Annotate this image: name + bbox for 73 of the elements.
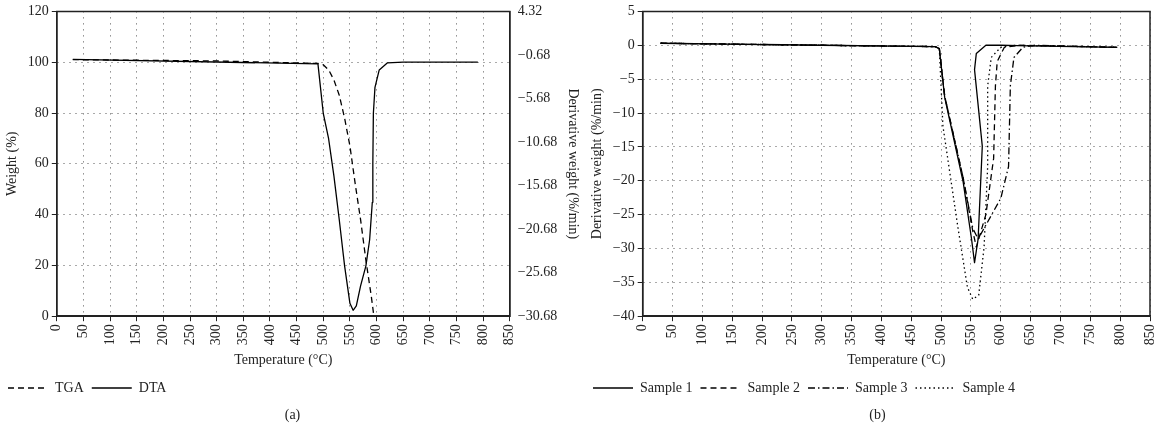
x-tick-label: 500 (314, 324, 330, 346)
y-tick-label: −30 (612, 240, 635, 256)
y-axis-title: Weight (%) (4, 131, 21, 197)
x-tick-label: 700 (421, 324, 437, 346)
y-tick-label: −25 (612, 206, 635, 222)
x-tick-label: 250 (181, 324, 197, 346)
x-tick-label: 800 (474, 324, 490, 346)
y-tick-label: 60 (34, 155, 49, 171)
y-tick-label: 100 (27, 53, 49, 69)
y-tick-label: 40 (34, 206, 49, 222)
x-tick-label: 250 (783, 324, 799, 346)
x-tick-label: 100 (101, 324, 117, 346)
text: (a) (283, 407, 302, 423)
x-tick-label: 450 (288, 324, 304, 346)
y2-axis-title: Derivative weight (%/min) (564, 88, 581, 240)
y-tick-label: −35 (612, 274, 635, 290)
x-tick-label: 500 (932, 324, 948, 346)
x-tick-label: 0 (634, 324, 650, 332)
y-tick-label: −5 (619, 70, 635, 86)
x-tick-label: 350 (843, 324, 859, 346)
x-tick-label: 300 (813, 324, 829, 346)
x-tick-label: 700 (1052, 324, 1068, 346)
y-tick-label: −40 (612, 307, 635, 323)
x-tick-label: 350 (235, 324, 250, 346)
x-tick-label: 300 (208, 324, 224, 346)
x-axis-title: Temperature (°C) (847, 352, 946, 369)
x-tick-label: 150 (723, 324, 739, 346)
x-axis-title: Temperature (°C) (234, 352, 333, 369)
y-tick-label: 80 (34, 104, 49, 120)
legend-label: Sample 1 (640, 379, 693, 395)
x-tick-label: 600 (368, 324, 384, 346)
x-tick-label: 400 (261, 324, 277, 346)
x-tick-label: 800 (1111, 324, 1127, 346)
x-tick-label: 750 (448, 324, 464, 346)
y-tick-label: −15 (612, 138, 635, 154)
x-tick-label: 650 (394, 324, 410, 346)
legend-label: Sample 2 (747, 379, 800, 395)
x-tick-label: 150 (128, 324, 144, 346)
legend-label: Sample 4 (962, 379, 1015, 395)
y-tick-label: 0 (627, 36, 635, 52)
x-tick-label: 600 (992, 324, 1008, 346)
legend-label: TGA (55, 379, 85, 395)
x-tick-label: 850 (501, 324, 517, 346)
y-tick-label: −10 (612, 104, 635, 120)
x-tick-label: 400 (873, 324, 889, 346)
y-tick-label: −20 (612, 172, 635, 188)
y2-tick-label: 4.32 (517, 3, 543, 19)
y2-tick-label: −0.68 (517, 46, 551, 62)
x-tick-label: 50 (75, 324, 91, 339)
y-tick-label: 5 (627, 3, 635, 19)
x-tick-label: 50 (664, 324, 680, 339)
y-axis-title: Derivative weight (%/min) (589, 88, 606, 240)
y-tick-label: 120 (27, 3, 49, 19)
legend-label: Sample 3 (854, 379, 908, 395)
y2-tick-label: −30.68 (517, 307, 558, 323)
x-tick-label: 0 (48, 324, 64, 332)
x-tick-label: 550 (962, 324, 978, 346)
y2-tick-label: −15.68 (517, 177, 558, 193)
y2-tick-label: −25.68 (517, 264, 558, 280)
x-tick-label: 550 (341, 324, 357, 346)
x-tick-label: 200 (155, 324, 171, 346)
text: (b) (868, 407, 887, 423)
x-tick-label: 450 (902, 324, 918, 346)
x-tick-label: 200 (753, 324, 769, 346)
x-tick-label: 750 (1081, 324, 1097, 346)
x-tick-label: 100 (694, 324, 710, 346)
y-tick-label: 20 (34, 257, 49, 273)
y2-tick-label: −20.68 (517, 220, 558, 236)
x-tick-label: 650 (1022, 324, 1038, 346)
y2-tick-label: −10.68 (517, 133, 558, 149)
x-tick-label: 850 (1141, 324, 1157, 346)
y2-tick-label: −5.68 (517, 90, 551, 106)
legend-label: DTA (138, 379, 168, 395)
